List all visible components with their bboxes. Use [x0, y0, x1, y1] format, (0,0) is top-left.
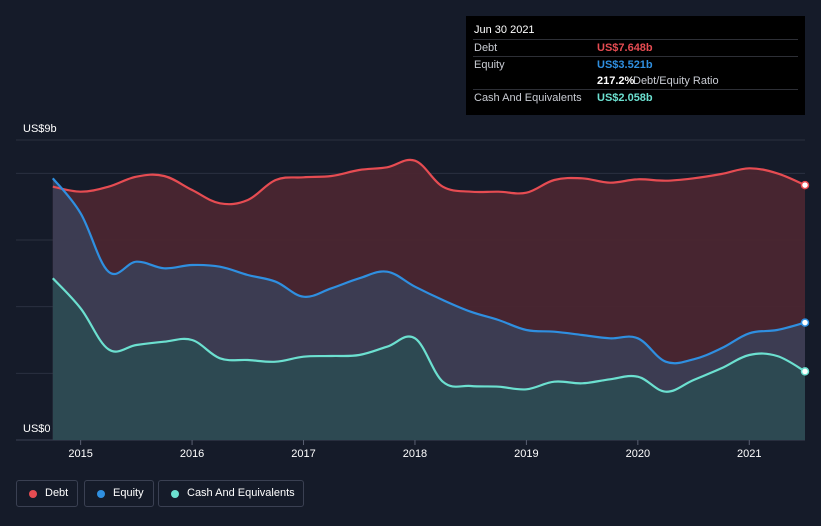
legend-debt-label: Debt: [45, 487, 69, 499]
tooltip-ratio-value: 217.2%: [597, 75, 635, 87]
legend-equity-label: Equity: [113, 487, 144, 499]
tooltip-panel: Jun 30 2021 Debt US$7.648b Equity US$3.5…: [466, 16, 805, 115]
y-axis-top-label: US$9b: [23, 123, 57, 135]
tooltip-cash-label: Cash And Equivalents: [474, 92, 582, 104]
tooltip-equity-label: Equity: [474, 59, 505, 71]
debt-line: [52, 158, 806, 206]
y-axis-bottom-label: US$0: [23, 423, 51, 435]
x-tick-label: 2021: [737, 448, 761, 460]
tooltip-ratio-row: 217.2% Debt/Equity Ratio: [473, 73, 798, 89]
x-axis: 2015 2016 2017 2018 2019 2020 2021: [68, 440, 762, 460]
x-tick-label: 2016: [180, 448, 204, 460]
legend-item-equity[interactable]: Equity: [84, 480, 154, 507]
cash-line: [51, 277, 806, 393]
tooltip-cash-value: US$2.058b: [597, 92, 653, 104]
legend-item-cash[interactable]: Cash And Equivalents: [158, 480, 304, 507]
tooltip-equity-value: US$3.521b: [597, 59, 653, 71]
chart-areas: [52, 159, 806, 441]
tooltip-debt-label: Debt: [474, 42, 498, 54]
x-tick-label: 2020: [626, 448, 650, 460]
tooltip-debt-value: US$7.648b: [597, 42, 653, 54]
equity-line: [51, 177, 806, 365]
equity-end-marker: [800, 318, 810, 327]
tooltip-date: Jun 30 2021: [474, 24, 535, 36]
x-tick-label: 2015: [68, 448, 92, 460]
tooltip-debt-row: Debt US$7.648b: [473, 39, 798, 56]
chart-lines: [51, 158, 806, 393]
debt-dot-icon: [29, 490, 37, 498]
tooltip-ratio-label: Debt/Equity Ratio: [633, 75, 719, 87]
debt-end-marker: [800, 180, 810, 190]
x-tick-label: 2017: [291, 448, 315, 460]
legend-cash-label: Cash And Equivalents: [187, 487, 295, 499]
cash-dot-icon: [171, 490, 179, 498]
tooltip-equity-row: Equity US$3.521b: [473, 56, 798, 73]
x-tick-label: 2019: [514, 448, 538, 460]
cash-end-marker: [800, 367, 810, 376]
x-tick-label: 2018: [403, 448, 427, 460]
end-markers: [800, 180, 810, 376]
equity-dot-icon: [97, 490, 105, 498]
legend-item-debt[interactable]: Debt: [16, 480, 78, 507]
tooltip-cash-row: Cash And Equivalents US$2.058b: [473, 89, 798, 106]
